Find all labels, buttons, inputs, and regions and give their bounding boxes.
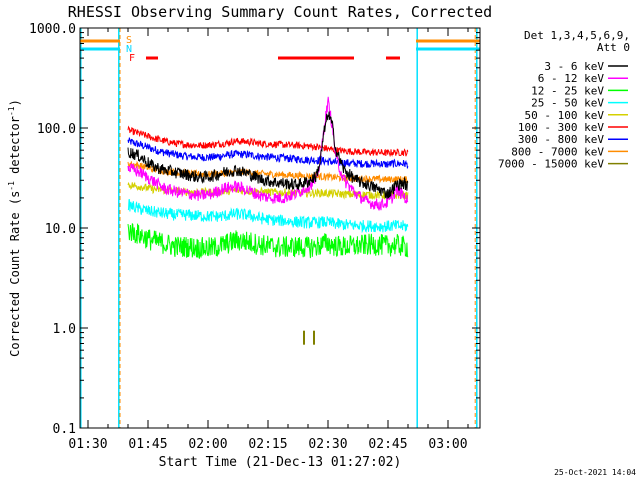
x-tick-label: 02:45 (368, 437, 407, 452)
legend-label: 12 - 25 keV (531, 84, 604, 97)
legend-label: 7000 - 15000 keV (498, 158, 604, 171)
series-line (127, 111, 409, 199)
series-line (127, 125, 409, 158)
y-axis: 0.1 1.0 10.0 100.0 1000.0 (29, 22, 480, 437)
y-axis-label-part: detector (8, 116, 22, 181)
legend-label: 50 - 100 keV (525, 109, 605, 122)
legend-label: 25 - 50 keV (531, 97, 604, 110)
y-tick-label: 10.0 (45, 222, 76, 237)
legend-header-line2: Att 0 (597, 41, 630, 54)
x-tick-label: 03:00 (428, 437, 467, 452)
flag-label-night: N (126, 44, 132, 55)
legend-label: 300 - 800 keV (518, 133, 604, 146)
series-line (127, 198, 409, 234)
data-series (127, 96, 409, 345)
legend-label: 800 - 7000 keV (511, 145, 604, 158)
legend-label: 100 - 300 keV (518, 121, 604, 134)
flag-label-flare: F (129, 53, 135, 64)
chart-title: RHESSI Observing Summary Count Rates, Co… (68, 3, 492, 21)
legend-header-line1: Det 1,3,4,5,6,9, (524, 29, 630, 42)
plot-frame (79, 27, 481, 429)
x-tick-label: 02:30 (308, 437, 347, 452)
y-axis-label-part: ) (8, 99, 22, 106)
plot-area (80, 28, 478, 428)
series-line (127, 96, 409, 212)
y-tick-label: 100.0 (37, 122, 76, 137)
y-tick-label: 0.1 (53, 422, 76, 437)
x-axis: 01:30 01:45 02:00 02:15 02:30 02:45 03:00 (68, 28, 469, 452)
x-tick-label: 02:00 (188, 437, 227, 452)
x-axis-label: Start Time (21-Dec-13 01:27:02) (159, 455, 402, 470)
y-axis-label: Corrected Count Rate (s-1 detector-1) (7, 99, 22, 357)
y-axis-label-part: Corrected Count Rate (s (8, 191, 22, 357)
flag-label-saa: S (126, 35, 132, 46)
x-tick-label: 01:30 (68, 437, 107, 452)
series-line (127, 223, 409, 259)
y-tick-label: 1.0 (53, 322, 76, 337)
legend-label: 3 - 6 keV (544, 60, 604, 73)
y-axis-label-part: -1 (7, 106, 16, 116)
series-line (127, 137, 409, 169)
x-tick-label: 02:15 (248, 437, 287, 452)
footer-date: 25-Oct-2021 14:04 (554, 468, 636, 477)
y-axis-label-part: -1 (7, 181, 16, 191)
x-tick-label: 01:45 (128, 437, 167, 452)
flag-bars (80, 39, 480, 60)
y-tick-label: 1000.0 (29, 22, 76, 37)
legend-label: 6 - 12 keV (538, 72, 605, 85)
